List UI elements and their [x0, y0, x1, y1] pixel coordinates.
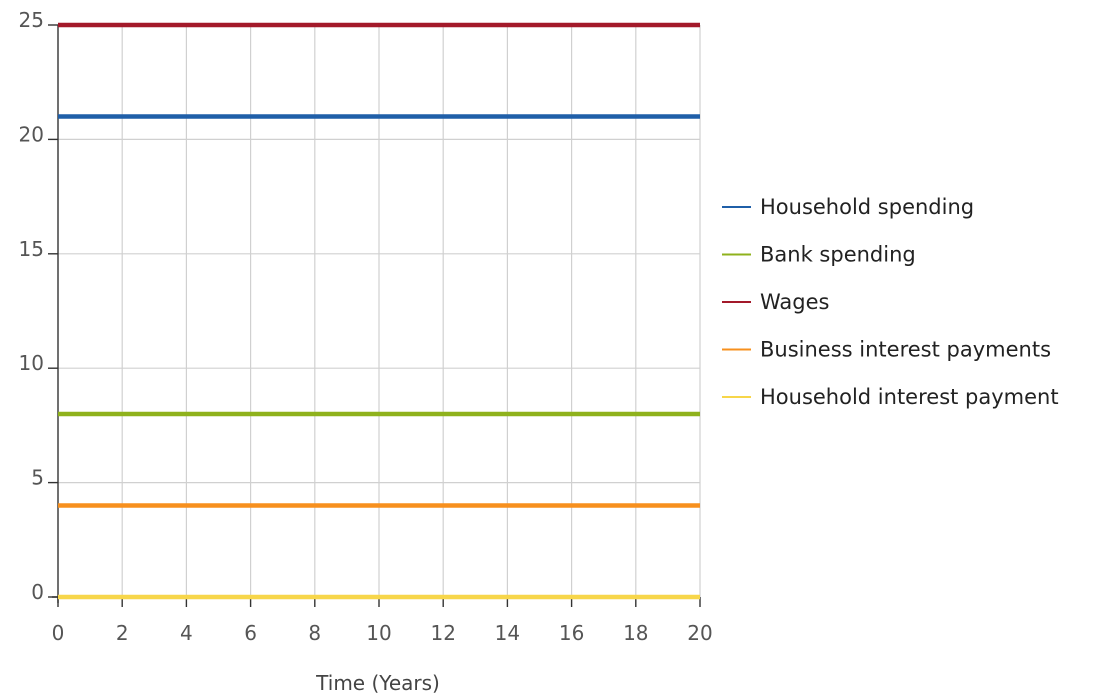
- x-tick-label: 2: [116, 621, 129, 645]
- x-tick-label: 4: [180, 621, 193, 645]
- legend-label: Wages: [760, 290, 829, 314]
- x-axis-title: Time (Years): [315, 671, 440, 693]
- x-tick-label: 14: [495, 621, 520, 645]
- y-tick-label: 5: [31, 466, 44, 490]
- legend-label: Business interest payments: [760, 338, 1051, 362]
- y-tick-label: 25: [19, 8, 44, 32]
- grid: [58, 24, 701, 597]
- x-tick-label: 10: [366, 621, 391, 645]
- legend-label: Household spending: [760, 195, 974, 219]
- y-tick-label: 10: [19, 351, 44, 375]
- series-lines: [58, 22, 700, 600]
- x-tick-label: 8: [308, 621, 321, 645]
- y-axis-ticks: 0 5 10 15 20 25: [19, 8, 58, 604]
- y-tick-label: 15: [19, 237, 44, 261]
- legend-label: Bank spending: [760, 243, 916, 267]
- x-tick-label: 12: [430, 621, 455, 645]
- legend-label: Household interest payment: [760, 385, 1059, 409]
- x-tick-label: 20: [687, 621, 712, 645]
- legend: Household spending Bank spending Wages Busi…: [722, 195, 1059, 409]
- y-tick-label: 0: [31, 580, 44, 604]
- axes: [52, 25, 700, 603]
- x-tick-label: 6: [244, 621, 257, 645]
- x-tick-label: 18: [623, 621, 648, 645]
- x-axis-ticks: 0 2 4 6 8 10 12 14 16 18 20: [52, 597, 713, 645]
- y-tick-label: 20: [19, 122, 44, 146]
- x-tick-label: 16: [559, 621, 584, 645]
- x-tick-label: 0: [52, 621, 65, 645]
